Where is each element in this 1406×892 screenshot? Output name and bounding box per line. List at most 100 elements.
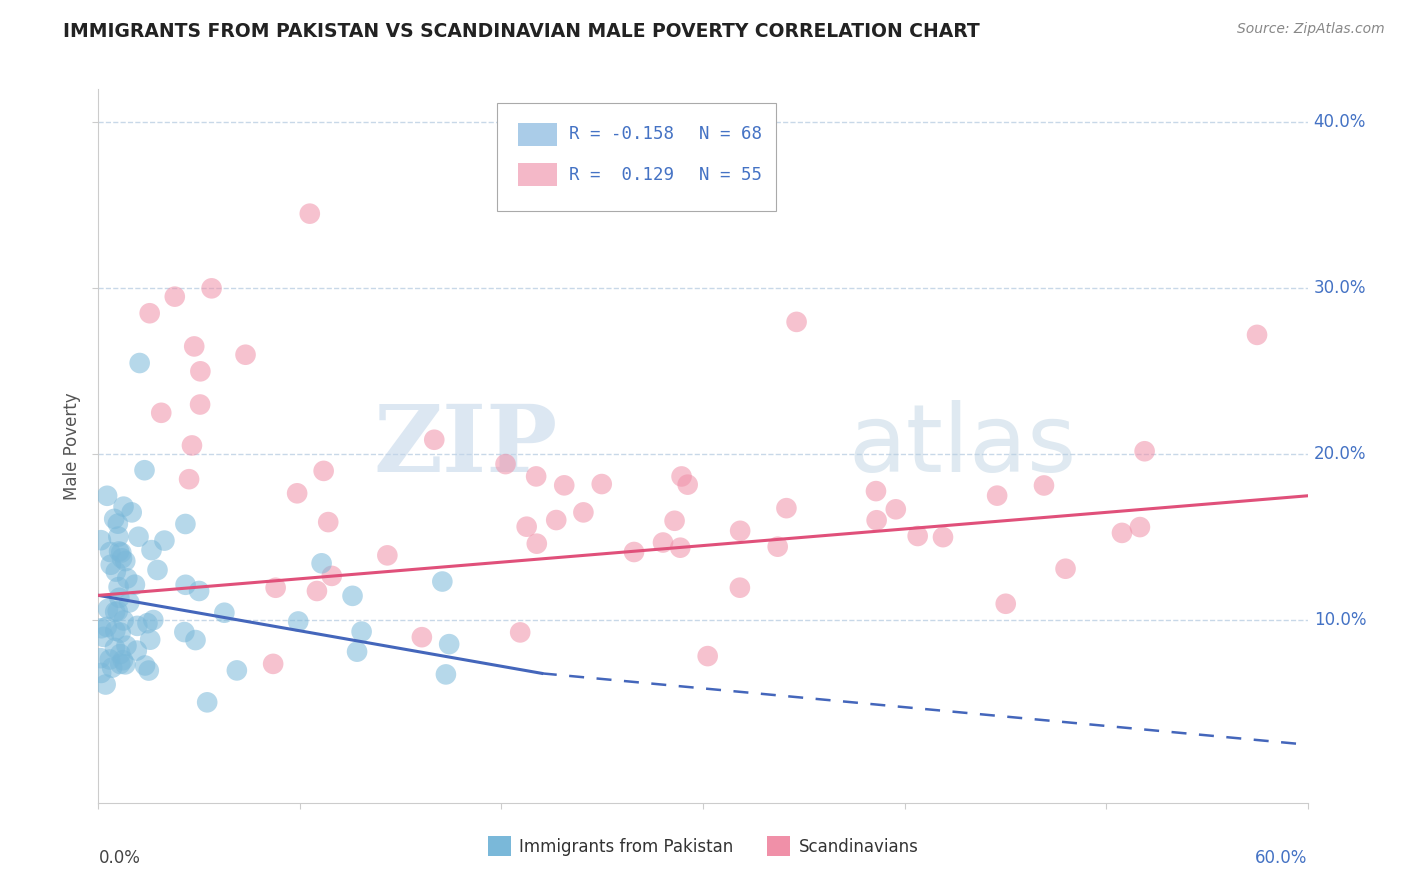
Point [110, 657, 132, 671]
FancyBboxPatch shape [517, 163, 557, 186]
Text: N = 68: N = 68 [699, 125, 762, 143]
Point [346, 645, 368, 659]
Point [214, 606, 236, 620]
Point [104, 565, 127, 579]
Point [1129, 520, 1152, 534]
Point [90, 533, 112, 548]
Point [101, 661, 124, 675]
Point [932, 530, 955, 544]
Text: atlas: atlas [848, 400, 1077, 492]
Text: 30.0%: 30.0% [1313, 279, 1367, 297]
Point [114, 554, 136, 568]
Point [142, 613, 165, 627]
Legend: Immigrants from Pakistan, Scandinavians: Immigrants from Pakistan, Scandinavians [481, 830, 925, 863]
Text: Source: ZipAtlas.com: Source: ZipAtlas.com [1237, 22, 1385, 37]
Text: N = 55: N = 55 [699, 166, 762, 184]
Point [316, 515, 339, 529]
Point [97, 602, 120, 616]
FancyBboxPatch shape [517, 123, 557, 145]
Point [110, 625, 132, 640]
Point [591, 477, 613, 491]
Point [1111, 525, 1133, 540]
Point [115, 639, 138, 653]
Point [669, 541, 692, 555]
Point [107, 516, 129, 531]
Point [112, 614, 135, 628]
Point [434, 667, 457, 681]
Point [865, 484, 887, 499]
Point [287, 615, 309, 629]
Point [100, 558, 122, 572]
Point [177, 472, 200, 486]
Point [110, 647, 132, 661]
Point [114, 657, 136, 672]
Point [305, 584, 328, 599]
Point [423, 433, 446, 447]
Point [141, 543, 163, 558]
Point [377, 549, 399, 563]
Point [311, 557, 333, 571]
Point [546, 513, 568, 527]
Point [195, 695, 218, 709]
Point [89, 651, 111, 665]
Point [112, 500, 135, 514]
Point [134, 658, 156, 673]
Point [98, 545, 121, 559]
Point [104, 624, 127, 638]
Point [90, 621, 112, 635]
Point [285, 486, 308, 500]
Text: 20.0%: 20.0% [1313, 445, 1367, 463]
Point [298, 207, 321, 221]
Point [108, 591, 131, 605]
Point [125, 643, 148, 657]
Point [225, 664, 247, 678]
Point [264, 581, 287, 595]
Point [118, 595, 141, 609]
Point [184, 633, 207, 648]
Point [623, 545, 645, 559]
Y-axis label: Male Poverty: Male Poverty [63, 392, 82, 500]
Point [907, 529, 929, 543]
Point [174, 578, 197, 592]
Point [104, 640, 127, 655]
Point [139, 632, 162, 647]
Point [1054, 562, 1077, 576]
Point [190, 364, 212, 378]
Point [103, 512, 125, 526]
Point [572, 505, 595, 519]
Text: 10.0%: 10.0% [1313, 611, 1367, 629]
FancyBboxPatch shape [498, 103, 776, 211]
Point [117, 571, 139, 585]
Point [766, 540, 789, 554]
Point [676, 477, 699, 491]
Point [437, 637, 460, 651]
Point [128, 530, 150, 544]
Text: R =  0.129: R = 0.129 [569, 166, 673, 184]
Point [146, 563, 169, 577]
Point [96, 489, 118, 503]
Point [1133, 444, 1156, 458]
Point [728, 581, 751, 595]
Point [128, 356, 150, 370]
Point [153, 533, 176, 548]
Point [110, 545, 132, 559]
Point [671, 469, 693, 483]
Point [1246, 327, 1268, 342]
Point [509, 625, 531, 640]
Point [696, 649, 718, 664]
Text: 40.0%: 40.0% [1313, 113, 1367, 131]
Point [173, 625, 195, 640]
Point [104, 605, 127, 619]
Point [150, 406, 173, 420]
Point [516, 519, 538, 533]
Point [138, 306, 160, 320]
Text: 60.0%: 60.0% [1256, 849, 1308, 867]
Point [188, 397, 211, 411]
Point [107, 604, 129, 618]
Point [524, 469, 547, 483]
Text: R = -0.158: R = -0.158 [569, 125, 673, 143]
Point [183, 339, 205, 353]
Point [181, 438, 204, 452]
Point [865, 513, 887, 527]
Point [312, 464, 335, 478]
